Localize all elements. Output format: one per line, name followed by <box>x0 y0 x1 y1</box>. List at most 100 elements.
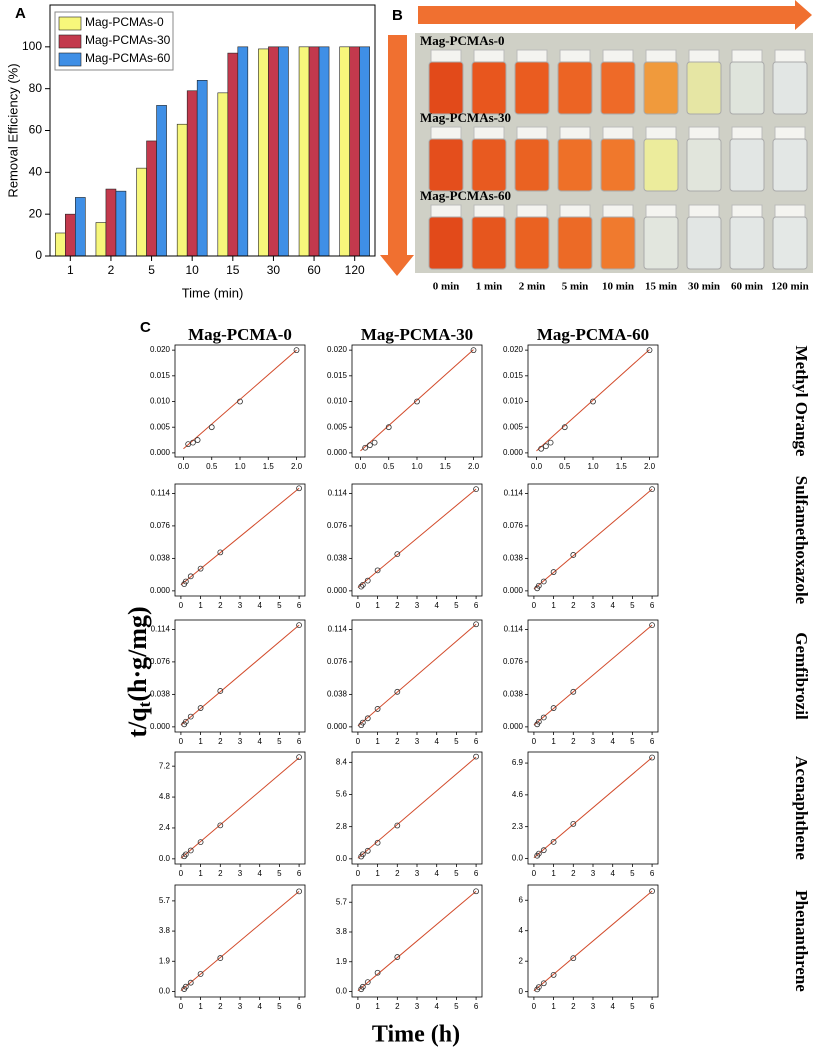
vial <box>772 216 808 270</box>
y-tick-label: 2.8 <box>336 822 348 831</box>
bar <box>186 90 198 257</box>
x-tick-label: 0 <box>356 737 361 746</box>
y-tick-label: 5.6 <box>336 790 348 799</box>
vial <box>514 138 550 192</box>
y-tick-label: 0.114 <box>151 489 171 498</box>
bar <box>55 232 66 257</box>
bar <box>237 46 249 257</box>
x-tick-label: 3 <box>415 737 420 746</box>
data-point <box>374 706 381 712</box>
x-tick-label: 60 <box>307 263 321 277</box>
data-point <box>296 485 302 492</box>
data-point <box>473 753 479 760</box>
y-tick-label: 0.000 <box>327 586 348 595</box>
column-title: Mag-PCMA-30 <box>361 325 473 344</box>
vial <box>686 61 722 115</box>
x-tick-label: 5 <box>277 601 282 610</box>
x-tick-label: 4 <box>434 737 439 746</box>
data-point <box>473 486 479 493</box>
data-point <box>550 972 557 978</box>
x-tick-label: 4 <box>257 869 262 878</box>
x-tick-label: 0 <box>179 601 184 610</box>
x-tick-label: 0 <box>356 1002 361 1011</box>
y-tick-label: 40 <box>29 165 43 179</box>
data-point <box>194 437 201 443</box>
vial <box>600 138 636 192</box>
vial-cap <box>645 204 677 218</box>
bar <box>217 92 229 257</box>
vial <box>772 61 808 115</box>
x-axis-label: Time (h) <box>372 1022 460 1048</box>
data-point <box>473 621 479 628</box>
panel-label: A <box>15 5 26 22</box>
legend-swatch <box>58 16 82 31</box>
row-title: Gemfibrozil <box>792 632 811 720</box>
data-point <box>217 822 224 829</box>
y-tick-label: 0 <box>35 248 42 262</box>
y-tick-label: 0.0 <box>336 854 348 863</box>
vial-cap <box>516 49 548 63</box>
bar <box>308 46 320 257</box>
data-point <box>197 705 204 711</box>
vial-cap <box>559 49 591 63</box>
x-tick-label: 3 <box>238 869 243 878</box>
vial <box>729 138 765 192</box>
data-point <box>217 955 224 961</box>
vial <box>686 216 722 270</box>
data-point <box>547 439 554 446</box>
x-tick-label: 4 <box>257 737 262 746</box>
data-point <box>394 822 401 829</box>
fit-line <box>533 488 653 590</box>
vial-cap <box>645 49 677 63</box>
legend-label: Mag-PCMAs-60 <box>85 51 171 65</box>
data-point <box>296 622 302 629</box>
data-point <box>535 718 542 725</box>
x-tick-label: 4 <box>434 601 439 610</box>
time-label: 60 min <box>731 281 763 293</box>
y-tick-label: 0.038 <box>150 689 171 698</box>
x-tick-label: 5 <box>630 737 635 746</box>
data-point <box>646 347 653 354</box>
x-tick-label: 3 <box>415 869 420 878</box>
vial-cap <box>774 204 806 218</box>
bar <box>105 188 117 257</box>
x-tick-label: 3 <box>415 1002 420 1011</box>
data-point <box>538 445 545 452</box>
y-axis-label-part: t <box>135 701 154 707</box>
fit-line <box>357 623 477 727</box>
panel-label: C <box>140 319 151 336</box>
data-point <box>649 622 655 629</box>
y-tick-label: 60 <box>29 123 43 137</box>
bar <box>115 190 127 257</box>
vial <box>729 216 765 270</box>
data-point <box>182 851 189 858</box>
vial <box>643 216 679 270</box>
x-tick-label: 4 <box>610 1002 615 1011</box>
x-tick-label: 5 <box>148 263 155 277</box>
data-point <box>535 850 542 857</box>
x-tick-label: 4 <box>434 869 439 878</box>
y-tick-label: 1.9 <box>336 957 348 966</box>
data-point <box>374 969 381 976</box>
x-tick-label: 0.5 <box>383 462 395 471</box>
vial <box>686 138 722 192</box>
x-tick-label: 3 <box>238 737 243 746</box>
time-label: 30 min <box>688 281 720 293</box>
x-tick-label: 120 <box>345 263 365 277</box>
x-tick-label: 1 <box>198 601 203 610</box>
data-point <box>237 398 243 405</box>
fit-line <box>183 349 297 450</box>
y-tick-label: 0.038 <box>327 689 348 698</box>
y-axis-label: Removal Efficiency (%) <box>5 63 20 197</box>
y-tick-label: 0.076 <box>150 657 171 666</box>
x-tick-label: 5 <box>454 1002 459 1011</box>
data-point <box>570 821 577 827</box>
y-tick-label: 80 <box>29 81 43 95</box>
x-tick-label: 1 <box>198 869 203 878</box>
x-tick-label: 1.0 <box>411 462 423 471</box>
fit-line <box>180 487 300 586</box>
x-tick-label: 1.5 <box>616 462 628 471</box>
x-tick-label: 3 <box>415 601 420 610</box>
data-point <box>359 983 366 990</box>
x-tick-label: 1 <box>551 601 556 610</box>
